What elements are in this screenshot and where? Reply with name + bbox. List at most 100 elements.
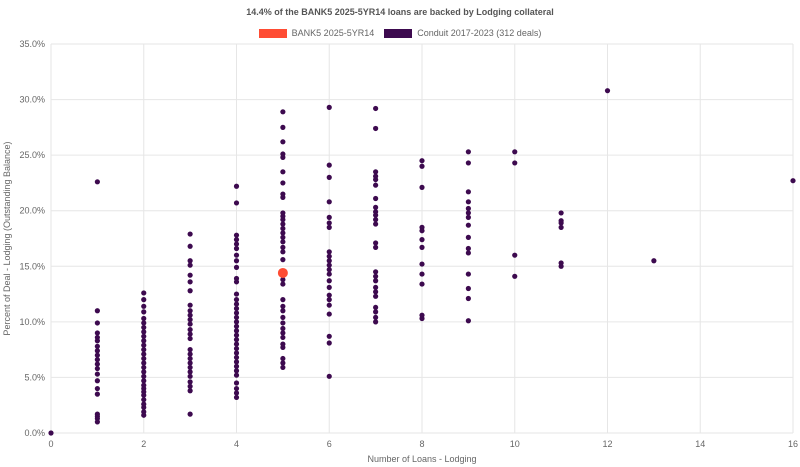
peer-deal-point[interactable]: [326, 199, 332, 205]
peer-deal-point[interactable]: [280, 314, 286, 321]
peer-deal-point[interactable]: [326, 278, 332, 284]
peer-deal-point[interactable]: [94, 378, 100, 384]
peer-deal-point[interactable]: [465, 222, 471, 228]
peer-deal-point[interactable]: [141, 315, 147, 322]
peer-deal-point[interactable]: [141, 290, 147, 296]
peer-deal-point[interactable]: [233, 345, 240, 352]
peer-deal-point[interactable]: [94, 330, 100, 336]
peer-deal-point[interactable]: [558, 220, 564, 226]
peer-deal-point[interactable]: [373, 269, 379, 275]
peer-deal-point[interactable]: [141, 355, 147, 362]
peer-deal-point[interactable]: [280, 221, 286, 227]
peer-deal-point[interactable]: [233, 305, 240, 312]
peer-deal-point[interactable]: [233, 341, 240, 347]
peer-deal-point[interactable]: [373, 309, 379, 315]
peer-deal-point[interactable]: [233, 237, 240, 243]
peer-deal-point[interactable]: [187, 288, 193, 294]
peer-deal-point[interactable]: [419, 271, 425, 277]
peer-deal-point[interactable]: [187, 335, 193, 342]
peer-deal-point[interactable]: [187, 243, 193, 249]
peer-deal-point[interactable]: [187, 373, 193, 379]
peer-deal-point[interactable]: [465, 295, 471, 302]
peer-deal-point[interactable]: [326, 267, 332, 273]
peer-deal-point[interactable]: [94, 343, 100, 349]
peer-deal-point[interactable]: [604, 88, 611, 94]
peer-deal-point[interactable]: [465, 160, 471, 166]
peer-deal-point[interactable]: [94, 419, 100, 425]
peer-deal-point[interactable]: [141, 333, 147, 339]
peer-deal-point[interactable]: [141, 309, 147, 315]
peer-deal-point[interactable]: [141, 404, 147, 411]
peer-deal-point[interactable]: [141, 324, 147, 331]
peer-deal-point[interactable]: [373, 314, 379, 321]
peer-deal-point[interactable]: [233, 232, 240, 238]
peer-deal-point[interactable]: [94, 338, 100, 344]
peer-deal-point[interactable]: [233, 319, 240, 325]
peer-deal-point[interactable]: [512, 252, 518, 258]
peer-deal-point[interactable]: [326, 224, 332, 230]
peer-deal-point[interactable]: [419, 281, 425, 287]
peer-deal-point[interactable]: [280, 320, 286, 326]
peer-deal-point[interactable]: [280, 124, 286, 130]
peer-deal-point[interactable]: [326, 174, 332, 180]
peer-deal-point[interactable]: [373, 240, 379, 246]
peer-deal-point[interactable]: [233, 291, 240, 297]
peer-deal-point[interactable]: [326, 302, 332, 308]
peer-deal-point[interactable]: [280, 330, 286, 336]
peer-deal-point[interactable]: [465, 149, 471, 155]
peer-deal-point[interactable]: [373, 105, 379, 112]
peer-deal-point[interactable]: [373, 125, 379, 132]
peer-deal-point[interactable]: [233, 359, 240, 365]
peer-deal-point[interactable]: [233, 328, 240, 334]
peer-deal-point[interactable]: [141, 369, 147, 375]
peer-deal-point[interactable]: [280, 334, 286, 341]
peer-deal-point[interactable]: [512, 160, 518, 166]
peer-deal-point[interactable]: [465, 210, 471, 216]
peer-deal-point[interactable]: [187, 262, 193, 268]
peer-deal-point[interactable]: [419, 158, 425, 164]
peer-deal-point[interactable]: [187, 321, 193, 327]
peer-deal-point[interactable]: [94, 385, 100, 392]
peer-deal-point[interactable]: [141, 329, 147, 335]
peer-deal-point[interactable]: [326, 311, 332, 317]
peer-deal-point[interactable]: [141, 303, 147, 309]
peer-deal-point[interactable]: [326, 340, 332, 346]
peer-deal-point[interactable]: [280, 308, 286, 314]
peer-deal-point[interactable]: [373, 244, 379, 250]
peer-deal-point[interactable]: [141, 347, 147, 353]
peer-deal-point[interactable]: [280, 244, 286, 250]
peer-deal-point[interactable]: [280, 297, 286, 303]
peer-deal-point[interactable]: [373, 176, 379, 183]
peer-deal-point[interactable]: [233, 314, 240, 321]
peer-deal-point[interactable]: [280, 325, 286, 332]
peer-deal-point[interactable]: [187, 351, 193, 357]
peer-deal-point[interactable]: [280, 355, 286, 362]
peer-deal-point[interactable]: [233, 200, 240, 206]
peer-deal-point[interactable]: [187, 331, 193, 337]
peer-deal-point[interactable]: [373, 204, 379, 210]
peer-deal-point[interactable]: [94, 179, 100, 185]
peer-deal-point[interactable]: [419, 228, 425, 234]
peer-deal-point[interactable]: [141, 338, 147, 344]
peer-deal-point[interactable]: [233, 332, 240, 338]
peer-deal-point[interactable]: [141, 342, 147, 348]
peer-deal-point[interactable]: [280, 180, 286, 186]
peer-deal-point[interactable]: [141, 392, 147, 398]
peer-deal-point[interactable]: [373, 284, 379, 291]
peer-deal-point[interactable]: [790, 178, 796, 184]
peer-deal-point[interactable]: [326, 292, 332, 298]
peer-deal-point[interactable]: [141, 351, 147, 357]
peer-deal-point[interactable]: [373, 169, 379, 175]
peer-deal-point[interactable]: [94, 357, 100, 363]
peer-deal-point[interactable]: [94, 371, 100, 377]
peer-deal-point[interactable]: [280, 230, 286, 236]
legend-item-highlight[interactable]: BANK5 2025-5YR14: [258, 28, 374, 38]
peer-deal-point[interactable]: [94, 391, 100, 397]
peer-deal-point[interactable]: [233, 279, 240, 285]
peer-deal-point[interactable]: [94, 352, 100, 358]
peer-deal-point[interactable]: [233, 380, 240, 386]
peer-deal-point[interactable]: [141, 412, 147, 418]
peer-deal-point[interactable]: [233, 337, 240, 343]
peer-deal-point[interactable]: [280, 194, 286, 200]
peer-deal-point[interactable]: [373, 221, 379, 227]
